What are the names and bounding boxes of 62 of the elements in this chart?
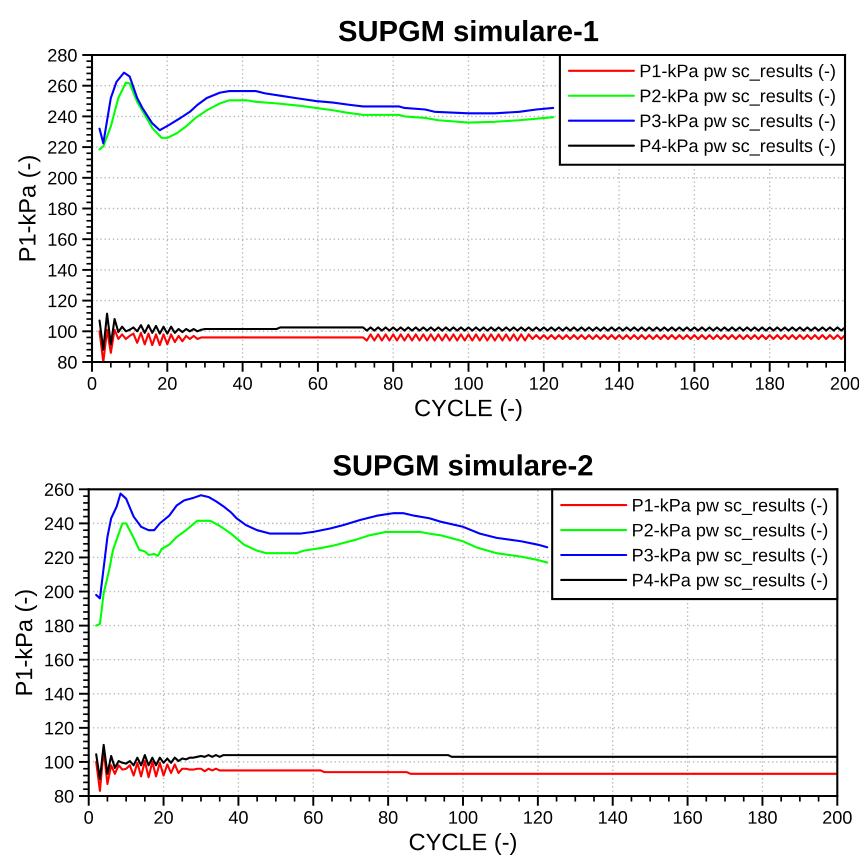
line-series bbox=[98, 82, 554, 150]
legend-label: P1-kPa pw sc_results (-) bbox=[640, 64, 835, 81]
x-tick-label: 100 bbox=[454, 377, 483, 390]
y-tick-label: 120 bbox=[48, 294, 77, 308]
y-tick-label: 140 bbox=[45, 688, 74, 700]
line-series bbox=[95, 492, 548, 600]
line-series bbox=[95, 520, 548, 627]
y-tick-label: 120 bbox=[45, 722, 74, 735]
legend-label: P1-kPa pw sc_results (-) bbox=[633, 498, 828, 516]
y-tick-label: 200 bbox=[48, 172, 77, 185]
y-tick-label: 240 bbox=[44, 517, 74, 530]
y-tick-label: 220 bbox=[44, 551, 74, 564]
y-tick-label: 140 bbox=[48, 264, 77, 277]
x-tick-label: 140 bbox=[599, 811, 628, 824]
y-tick-label: 240 bbox=[48, 110, 77, 124]
x-axis-title: CYCLE (-) bbox=[410, 832, 516, 855]
y-tick-label: 220 bbox=[48, 141, 77, 154]
y-tick-label: 280 bbox=[48, 48, 77, 62]
y-tick-label: 160 bbox=[45, 654, 74, 666]
legend-label: P2-kPa pw sc_results (-) bbox=[633, 523, 828, 540]
legend-label: P2-kPa pw sc_results (-) bbox=[640, 88, 835, 106]
line-series bbox=[98, 328, 845, 362]
y-tick-label: 180 bbox=[48, 202, 77, 216]
x-tick-label: 80 bbox=[378, 811, 398, 824]
x-tick-label: 20 bbox=[154, 811, 173, 824]
y-tick-label: 100 bbox=[48, 325, 77, 338]
y-tick-label: 260 bbox=[48, 80, 77, 92]
x-tick-label: 140 bbox=[605, 377, 634, 390]
y-tick-label: 180 bbox=[45, 620, 74, 632]
chart-title: SUPGM simulare-1 bbox=[338, 20, 598, 42]
x-tick-label: 120 bbox=[524, 811, 552, 824]
x-tick-label: 60 bbox=[308, 377, 328, 390]
x-tick-label: 200 bbox=[823, 811, 852, 824]
y-tick-label: 80 bbox=[54, 790, 74, 803]
x-tick-label: 40 bbox=[228, 811, 248, 824]
legend-label: P4-kPa pw sc_results (-) bbox=[633, 573, 828, 590]
x-tick-label: 100 bbox=[449, 811, 478, 824]
chart-title: SUPGM simulare-2 bbox=[333, 454, 592, 476]
y-tick-label: 260 bbox=[44, 483, 74, 496]
legend-label: P3-kPa pw sc_results (-) bbox=[633, 548, 828, 566]
y-tick-label: 100 bbox=[45, 756, 74, 769]
x-tick-label: 20 bbox=[158, 377, 177, 390]
x-tick-label: 160 bbox=[674, 811, 702, 824]
line-series bbox=[98, 72, 554, 144]
y-axis-title: P1-kPa (-) bbox=[15, 590, 38, 694]
legend-label: P3-kPa pw sc_results (-) bbox=[640, 114, 835, 131]
y-tick-label: 160 bbox=[48, 233, 77, 246]
x-tick-label: 80 bbox=[384, 377, 403, 390]
x-tick-label: 200 bbox=[830, 377, 859, 390]
legend-label: P4-kPa pw sc_results (-) bbox=[640, 138, 835, 156]
x-tick-label: 60 bbox=[304, 811, 323, 824]
x-axis-title: CYCLE (-) bbox=[415, 398, 522, 421]
x-tick-label: 180 bbox=[756, 377, 784, 390]
y-tick-label: 200 bbox=[44, 585, 74, 598]
y-axis-title: P1-kPa (-) bbox=[18, 156, 40, 260]
x-tick-label: 0 bbox=[88, 377, 96, 390]
x-tick-label: 0 bbox=[84, 811, 94, 824]
x-tick-label: 40 bbox=[232, 377, 252, 390]
x-tick-label: 120 bbox=[530, 377, 558, 390]
y-tick-label: 80 bbox=[58, 356, 77, 369]
x-tick-label: 180 bbox=[748, 811, 777, 824]
x-tick-label: 160 bbox=[680, 377, 709, 390]
